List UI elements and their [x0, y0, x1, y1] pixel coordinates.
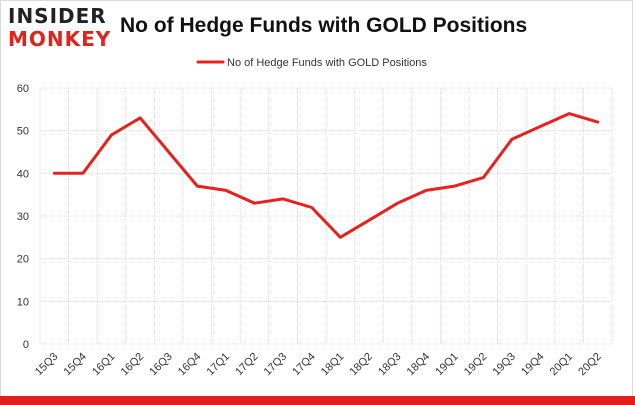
x-tick-label: 18Q3: [376, 351, 404, 379]
y-tick-label: 10: [17, 296, 29, 308]
logo-bottom-text: MONKEY: [8, 27, 112, 51]
chart-title: No of Hedge Funds with GOLD Positions: [120, 14, 528, 37]
x-tick-label: 17Q3: [262, 351, 290, 379]
insider-monkey-logo: INSIDER MONKEY: [8, 4, 114, 52]
y-tick-label: 40: [17, 168, 29, 180]
series-line: [52, 112, 600, 239]
x-tick-label: 17Q1: [204, 351, 232, 379]
y-tick-label: 20: [17, 254, 29, 266]
x-tick-label: 19Q1: [433, 351, 461, 379]
x-tick-label: 18Q2: [347, 351, 375, 379]
x-tick-label: 18Q1: [319, 351, 347, 379]
y-tick-label: 50: [17, 126, 29, 138]
bottom-brand-bar: [0, 396, 635, 405]
x-tick-label: 16Q4: [176, 351, 204, 379]
x-tick-label: 15Q3: [33, 351, 61, 379]
legend-label: No of Hedge Funds with GOLD Positions: [227, 57, 427, 69]
x-tick-label: 16Q1: [90, 351, 118, 379]
y-tick-label: 30: [17, 211, 29, 223]
y-tick-label: 60: [17, 83, 29, 95]
x-tick-label: 16Q3: [147, 351, 175, 379]
x-tick-label: 18Q4: [405, 351, 433, 379]
x-tick-label: 17Q2: [233, 351, 261, 379]
x-tick-label: 20Q2: [576, 351, 604, 379]
x-tick-label: 19Q2: [462, 351, 490, 379]
y-tick-label: 0: [23, 339, 29, 351]
x-tick-label: 16Q2: [119, 351, 147, 379]
x-tick-label: 19Q4: [519, 351, 547, 379]
x-tick-label: 17Q4: [290, 351, 318, 379]
logo-top-text: INSIDER: [8, 4, 107, 28]
x-tick-label: 19Q3: [490, 351, 518, 379]
x-tick-label: 20Q1: [548, 351, 576, 379]
x-tick-label: 15Q4: [61, 351, 89, 379]
